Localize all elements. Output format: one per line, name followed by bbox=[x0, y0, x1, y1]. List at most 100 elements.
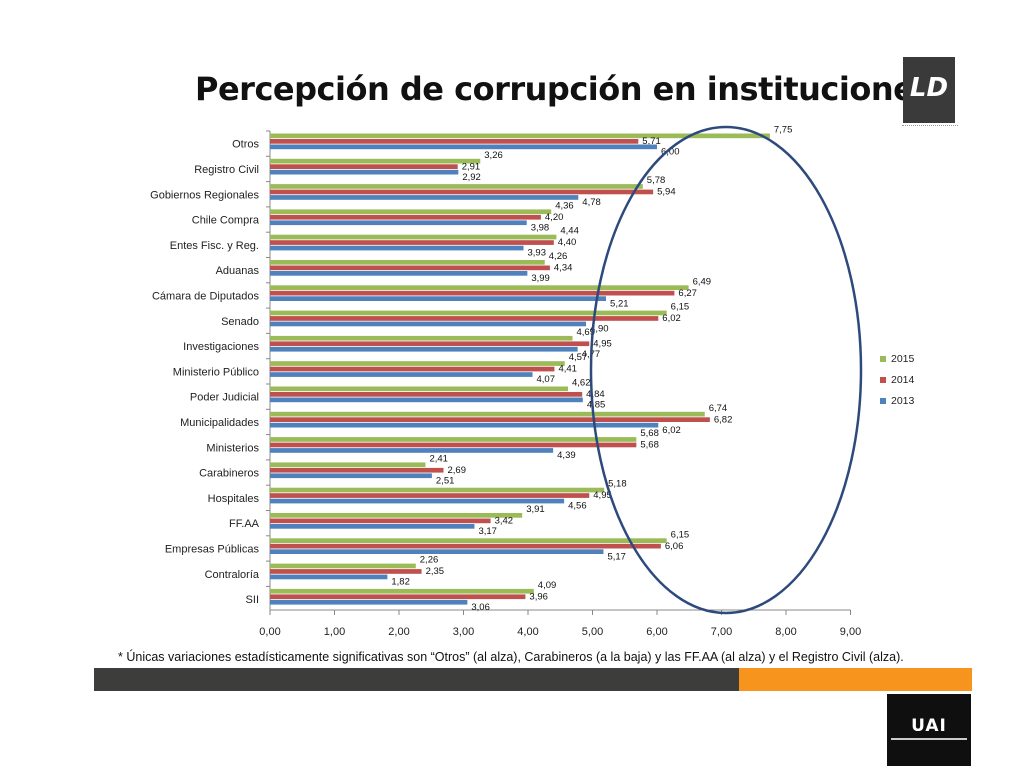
data-label-2014: 4,40 bbox=[558, 237, 577, 248]
bar-2013 bbox=[270, 599, 468, 605]
data-label-2013: 1,82 bbox=[391, 577, 410, 588]
data-label-2013: 4,56 bbox=[568, 501, 587, 512]
data-label-2014: 4,95 bbox=[593, 490, 612, 501]
bar-2015 bbox=[270, 437, 637, 442]
data-label-2014: 5,94 bbox=[657, 187, 676, 198]
bar-2013 bbox=[270, 397, 583, 403]
highlight-ellipse bbox=[589, 125, 863, 615]
bar-2013 bbox=[270, 195, 579, 200]
data-label-2013: 4,07 bbox=[537, 374, 556, 385]
category-label: Poder Judicial bbox=[190, 392, 259, 404]
bar-2013 bbox=[270, 524, 475, 529]
data-label-2015: 4,26 bbox=[549, 251, 568, 262]
x-tick-label: 6,00 bbox=[646, 626, 667, 638]
x-tick-label: 0,00 bbox=[259, 626, 280, 638]
bar-2015 bbox=[270, 184, 643, 189]
x-tick-label: 9,00 bbox=[840, 626, 861, 638]
bar-2013 bbox=[270, 144, 657, 150]
data-label-2013: 5,17 bbox=[607, 551, 626, 562]
bar-2015 bbox=[270, 538, 667, 543]
category-label: Investigaciones bbox=[183, 341, 259, 353]
category-label: Hospitales bbox=[208, 493, 260, 505]
bar-2015 bbox=[270, 487, 605, 493]
data-label-2013: 6,02 bbox=[662, 425, 681, 436]
data-label-2014: 4,84 bbox=[586, 389, 605, 400]
data-label-2013: 5,21 bbox=[610, 298, 629, 309]
bar-2014 bbox=[270, 569, 422, 574]
bar-2014 bbox=[270, 341, 590, 347]
data-label-2014: 4,34 bbox=[554, 263, 573, 274]
data-label-2015: 6,15 bbox=[671, 529, 690, 540]
data-label-2014: 3,96 bbox=[529, 591, 548, 602]
data-label-2015: 5,18 bbox=[608, 479, 627, 490]
bar-2015 bbox=[270, 513, 523, 518]
legend-swatch-2015 bbox=[880, 356, 886, 362]
category-label: Chile Compra bbox=[192, 215, 260, 227]
bar-2015 bbox=[270, 158, 481, 164]
bar-2013 bbox=[270, 220, 527, 226]
bar-2014 bbox=[270, 442, 637, 448]
category-label: FF.AA bbox=[229, 518, 260, 530]
bar-2014 bbox=[270, 417, 710, 422]
bar-2015 bbox=[270, 310, 667, 316]
bar-2013 bbox=[270, 498, 565, 504]
data-label-2015: 6,49 bbox=[693, 276, 712, 287]
bar-2014 bbox=[270, 366, 555, 372]
bar-2014 bbox=[270, 164, 458, 169]
data-label-2015: 4,09 bbox=[538, 580, 557, 591]
legend-label-2013: 2013 bbox=[891, 395, 915, 407]
data-label-2015: 4,62 bbox=[572, 378, 591, 389]
data-label-2013: 3,98 bbox=[531, 222, 550, 233]
x-tick-label: 2,00 bbox=[388, 626, 409, 638]
bar-2014 bbox=[270, 518, 491, 524]
bar-2015 bbox=[270, 462, 426, 468]
data-label-2013: 4,85 bbox=[587, 400, 606, 411]
bar-2014 bbox=[270, 392, 583, 397]
legend-swatch-2014 bbox=[880, 377, 886, 383]
data-label-2013: 3,93 bbox=[527, 248, 546, 259]
bar-2013 bbox=[270, 448, 554, 453]
bar-2013 bbox=[270, 372, 533, 377]
category-label: Registro Civil bbox=[194, 164, 259, 176]
data-label-2015: 4,69 bbox=[577, 327, 596, 338]
bar-2013 bbox=[270, 296, 607, 301]
data-label-2014: 3,42 bbox=[495, 516, 513, 527]
category-label: Otros bbox=[232, 139, 259, 151]
data-label-2014: 5,68 bbox=[640, 440, 659, 451]
footer-dark-bar bbox=[94, 668, 739, 691]
data-label-2015: 6,74 bbox=[709, 403, 728, 414]
data-label-2015: 4,36 bbox=[555, 200, 574, 211]
x-tick-label: 7,00 bbox=[711, 626, 732, 638]
bar-2013 bbox=[270, 321, 587, 327]
bar-2015 bbox=[270, 234, 557, 240]
bar-2013 bbox=[270, 549, 604, 554]
footer-orange-bar bbox=[739, 668, 972, 691]
bar-2015 bbox=[270, 133, 770, 139]
data-label-2013: 4,90 bbox=[590, 324, 609, 335]
bar-2014 bbox=[270, 139, 639, 144]
category-label: Ministerios bbox=[206, 442, 259, 454]
data-label-2014: 2,91 bbox=[462, 161, 481, 172]
uai-logo-text: UAI bbox=[911, 716, 947, 736]
bar-2014 bbox=[270, 493, 590, 498]
data-label-2015: 4,44 bbox=[560, 226, 579, 237]
data-label-2015: 2,26 bbox=[420, 555, 439, 566]
data-label-2014: 6,82 bbox=[714, 414, 733, 425]
bar-2015 bbox=[270, 285, 689, 290]
x-tick-label: 4,00 bbox=[517, 626, 538, 638]
bar-2015 bbox=[270, 361, 565, 366]
data-label-2013: 2,92 bbox=[462, 172, 481, 183]
bar-2015 bbox=[270, 335, 573, 341]
bar-2015 bbox=[270, 260, 545, 265]
ld-logo-text: LD bbox=[909, 73, 949, 103]
category-label: Entes Fisc. y Reg. bbox=[170, 240, 259, 252]
data-label-2013: 3,99 bbox=[531, 273, 550, 284]
bar-2014 bbox=[270, 594, 526, 600]
data-label-2014: 4,41 bbox=[558, 364, 577, 375]
category-label: Aduanas bbox=[216, 265, 260, 277]
data-label-2014: 4,20 bbox=[545, 212, 564, 223]
data-label-2013: 4,78 bbox=[582, 197, 601, 208]
data-label-2015: 3,91 bbox=[526, 504, 545, 515]
legend-label-2015: 2015 bbox=[891, 353, 915, 365]
